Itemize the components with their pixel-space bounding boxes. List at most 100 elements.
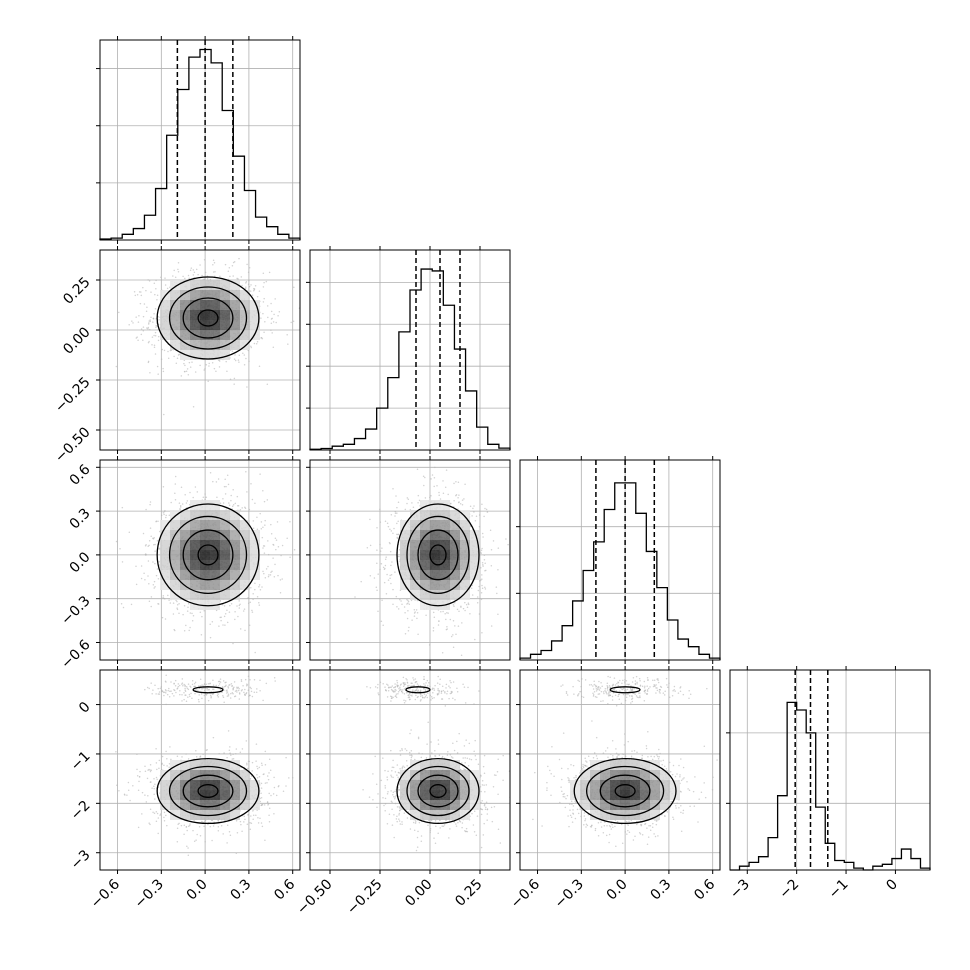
scatter-0-2-point — [267, 553, 270, 556]
scatter-0-3-point — [235, 748, 238, 750]
scatter-1-2-point — [452, 619, 455, 622]
scatter-0-2-point — [150, 535, 152, 538]
scatter-0-2-density-cell — [240, 520, 250, 530]
scatter-0-1-density-cell — [230, 340, 240, 350]
scatter-0-1-point — [271, 332, 273, 334]
scatter-1-2-point — [471, 515, 473, 517]
scatter-0-1-point — [238, 257, 240, 260]
scatter-0-1-density-cell — [240, 330, 250, 340]
scatter-1-2-point — [482, 563, 484, 566]
scatter-1-2-point — [382, 566, 385, 569]
scatter-0-2-density-cell — [210, 550, 220, 560]
scatter-0-2-point — [218, 625, 220, 627]
scatter-1-2-point — [478, 525, 481, 528]
scatter-0-2-point — [247, 602, 250, 605]
scatter-0-2-point — [168, 599, 170, 601]
scatter-0-1-point — [153, 313, 155, 315]
scatter-0-1-point — [263, 281, 265, 284]
scatter-1-2-point — [410, 599, 413, 602]
scatter-0-2-density-cell — [190, 520, 200, 530]
scatter-0-1-point — [246, 386, 248, 388]
scatter-0-1-density-cell — [230, 290, 240, 300]
scatter-1-2-density-cell — [450, 570, 460, 580]
scatter-1-2-point — [462, 607, 465, 610]
scatter-0-1-point — [290, 321, 292, 324]
scatter-0-1-point — [189, 366, 192, 368]
scatter-0-1-density-cell — [200, 350, 210, 360]
hist-3-frame — [729, 669, 931, 871]
scatter-1-2-density-cell — [450, 550, 460, 560]
scatter-0-2-density-cell — [230, 550, 240, 560]
scatter-0-2-point — [196, 491, 199, 493]
scatter-0-2-point — [149, 501, 152, 503]
scatter-0-1-point — [266, 383, 269, 386]
scatter-1-2-point — [413, 615, 416, 617]
scatter-0-2-point — [158, 560, 161, 563]
scatter-0-2-point — [174, 492, 176, 494]
scatter-0-1-point — [140, 291, 142, 293]
scatter-0-2-point — [279, 579, 282, 581]
scatter-0-2-point — [230, 603, 233, 605]
scatter-1-2-point — [433, 476, 436, 479]
scatter-0-2-point — [145, 544, 147, 546]
scatter-1-2-point — [384, 520, 387, 523]
scatter-1-2-point — [432, 627, 435, 629]
scatter-0-2-point — [224, 624, 226, 626]
scatter-1-2-point — [465, 603, 468, 606]
scatter-0-2-point — [173, 628, 175, 631]
scatter-0-1-point — [245, 286, 247, 288]
scatter-0-1-point — [224, 263, 227, 266]
scatter-0-1-point — [187, 373, 190, 376]
scatter-0-2-point — [152, 583, 155, 586]
scatter-0-2-point — [188, 629, 190, 632]
scatter-1-2-density-cell — [410, 510, 420, 520]
scatter-0-2-point — [212, 480, 214, 483]
scatter-0-1-point — [132, 322, 134, 324]
scatter-0-2-point — [227, 483, 230, 486]
scatter-1-2-point — [473, 511, 475, 513]
scatter-0-2-point — [228, 611, 231, 613]
scatter-1-2-point — [437, 624, 440, 626]
scatter-0-2-point — [238, 604, 241, 607]
scatter-0-2-point — [268, 574, 270, 576]
scatter-1-2-density-cell — [440, 550, 450, 560]
scatter-0-2-density-cell — [200, 500, 210, 510]
scatter-1-2-point — [390, 530, 393, 532]
scatter-0-2-point — [174, 498, 177, 501]
scatter-0-1-density-cell — [160, 300, 170, 310]
scatter-1-2-point — [461, 622, 463, 624]
hist-2-steps — [519, 482, 721, 660]
scatter-0-1-density-cell — [210, 320, 220, 330]
scatter-1-2-point — [452, 646, 455, 648]
scatter-0-2-point — [279, 591, 282, 594]
scatter-1-2-point — [394, 512, 397, 514]
scatter-1-2-point — [417, 501, 419, 504]
scatter-0-2-point — [289, 556, 291, 559]
scatter-0-2-point — [252, 527, 255, 530]
scatter-0-1-contour-0-0 — [197, 309, 219, 327]
scatter-1-2-point — [478, 514, 481, 516]
scatter-0-1-point — [256, 295, 259, 298]
scatter-1-2-density-cell — [430, 500, 440, 510]
scatter-0-1-point — [143, 303, 146, 305]
scatter-1-2-point — [444, 612, 446, 615]
scatter-0-2-density-cell — [230, 520, 240, 530]
scatter-1-2-point — [476, 602, 479, 604]
scatter-0-1-density-cell — [200, 340, 210, 350]
scatter-0-1-point — [185, 370, 188, 373]
scatter-0-1-point — [176, 357, 179, 360]
scatter-1-2-point — [429, 496, 431, 499]
scatter-1-2-point — [442, 610, 444, 613]
scatter-0-1-point — [189, 269, 192, 272]
scatter-0-2-point — [234, 618, 236, 621]
scatter-0-2-point — [224, 493, 227, 495]
hist-3-steps — [730, 701, 931, 871]
scatter-1-2-point — [397, 520, 399, 523]
scatter-0-1-point — [293, 286, 295, 289]
scatter-1-2-density-cell — [430, 550, 440, 560]
scatter-0-2-point — [176, 607, 178, 609]
scatter-0-1-point — [287, 343, 289, 345]
scatter-1-2-point — [385, 593, 388, 595]
scatter-1-2-point — [475, 515, 478, 518]
